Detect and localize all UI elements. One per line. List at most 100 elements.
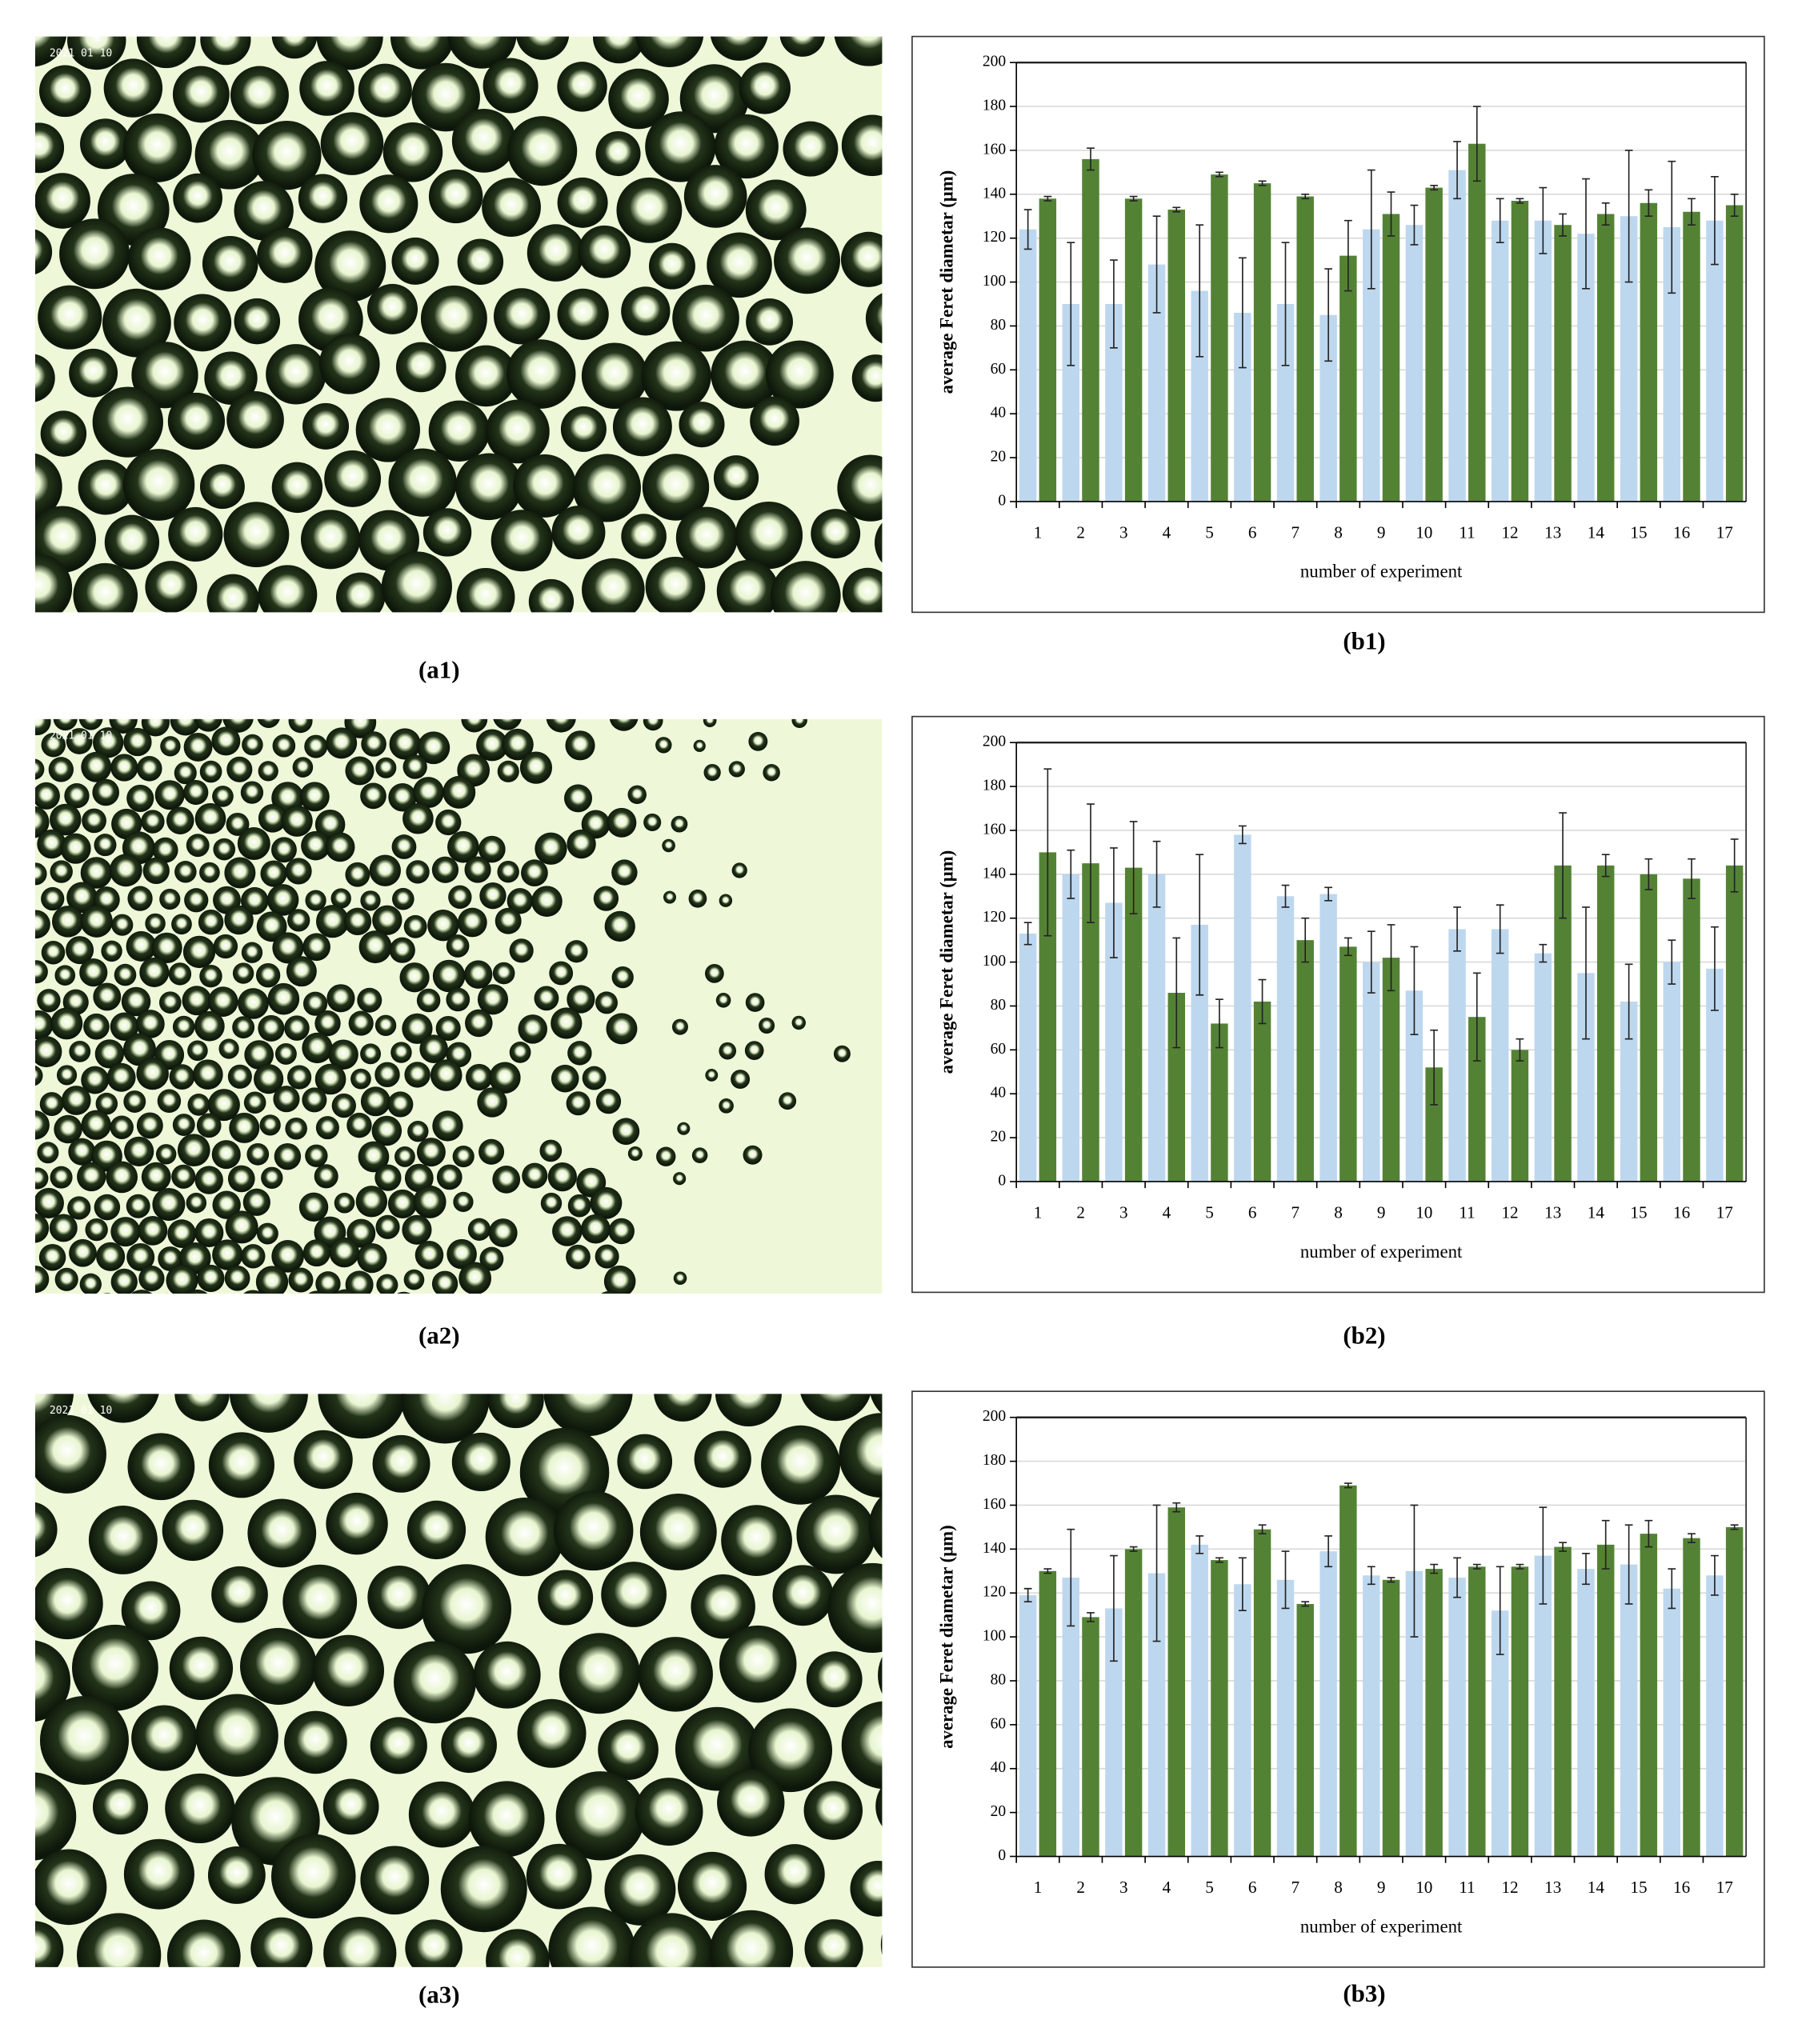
droplet [96,1242,126,1271]
droplet [34,1414,106,1494]
bar [1683,878,1700,1182]
error-bar [1195,854,1204,996]
droplet [595,131,641,177]
droplet [171,914,192,935]
droplet [414,1241,444,1270]
droplet [242,734,263,756]
bar [1382,958,1400,1182]
droplet [728,761,745,778]
droplet [566,1244,591,1270]
droplet [671,815,688,833]
bar [1019,229,1037,502]
bar [1663,1588,1680,1857]
x-tick-label: 3 [1119,1203,1128,1222]
droplet [635,36,704,67]
bar [1448,170,1466,502]
y-tick-label: 40 [991,1759,1007,1776]
x-tick-label: 17 [1716,1878,1733,1897]
droplet [252,120,322,190]
droplet [165,1773,235,1844]
droplet [654,1394,712,1422]
droplet [271,36,318,59]
droplet [456,567,515,613]
droplet [721,1505,792,1577]
droplet [655,737,672,754]
droplet [357,1242,387,1274]
error-bar [1410,1504,1419,1638]
droplet [590,1186,623,1219]
droplet [34,718,51,736]
droplet [387,1091,414,1118]
droplet [842,567,883,613]
droplet [486,1929,550,1967]
droplet [242,1188,270,1216]
bar [1640,1534,1658,1857]
droplet [875,522,883,563]
droplet [656,1146,676,1166]
droplet [200,36,251,66]
droplet [406,1500,467,1560]
droplet [645,556,706,613]
error-bar [1087,803,1095,924]
error-bar [1688,1533,1696,1543]
droplet [567,829,596,859]
error-bar [1195,224,1204,358]
error-bar [1668,160,1676,294]
error-bar [1110,847,1118,958]
error-bar [1730,193,1739,218]
y-tick-label: 80 [991,317,1007,334]
droplet [435,1015,461,1042]
droplet [314,230,386,302]
x-axis-title: number of experiment [1300,562,1463,582]
droplet [407,1120,429,1142]
droplet [621,286,671,336]
droplet [50,860,73,883]
droplet [421,1297,443,1319]
droplet [492,1166,521,1194]
droplet [403,914,427,938]
droplet [41,940,66,965]
x-tick-label: 13 [1544,523,1561,542]
droplet [207,986,238,1017]
bar [1596,214,1615,502]
bar [1491,1610,1509,1857]
droplet [427,910,459,942]
droplet [196,1113,222,1138]
droplet [763,764,780,782]
droplet [68,1138,96,1166]
droplet [258,1014,285,1042]
droplet [111,914,134,936]
x-tick-label: 1 [1034,1203,1043,1222]
droplet [432,959,466,993]
droplet [173,173,222,223]
error-bar [1023,1587,1032,1603]
y-tick-label: 60 [991,1715,1007,1732]
x-tick-label: 2 [1076,1203,1085,1222]
droplet [572,454,642,522]
droplet [213,934,238,959]
droplet [806,1651,863,1708]
droplet [722,1303,734,1315]
droplet [609,718,639,731]
droplet [372,1434,430,1493]
y-tick-label: 100 [983,273,1007,290]
droplet [299,61,354,116]
droplet [136,36,196,69]
droplet [581,342,648,410]
x-tick-label: 7 [1291,523,1300,542]
droplet [345,862,370,887]
droplet [446,1238,477,1270]
bar [1683,211,1700,502]
droplet [167,1219,197,1248]
droplet [80,118,131,170]
x-tick-label: 12 [1501,1878,1518,1897]
bar [1554,225,1572,502]
droplet [560,406,607,452]
error-bar [1281,1550,1290,1610]
droplet [688,889,707,908]
droplet [255,963,281,988]
droplet [34,354,55,402]
droplet [183,779,209,806]
droplet [211,1140,241,1170]
droplet [779,36,825,57]
